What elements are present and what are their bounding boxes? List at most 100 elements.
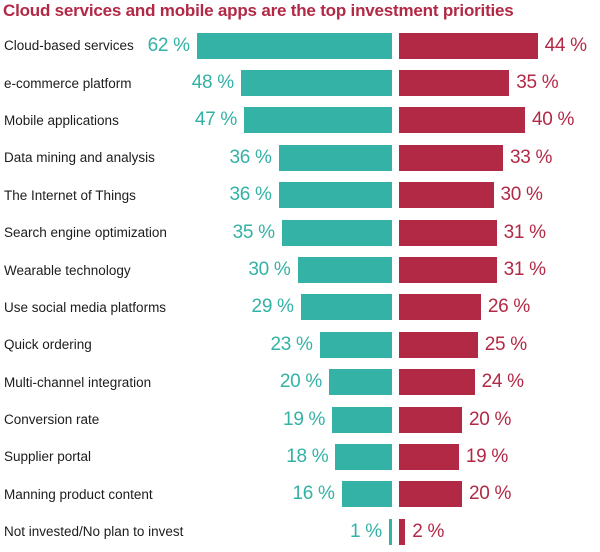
left-bar xyxy=(243,107,392,134)
left-value-label: 47 % xyxy=(194,109,237,131)
chart-row: e-commerce platform 48 % 35 % xyxy=(0,64,600,101)
category-label: Search engine optimization xyxy=(4,225,167,241)
right-bar xyxy=(399,294,481,321)
right-zone: 26 % xyxy=(399,294,530,321)
chart-row: The Internet of Things 36 % 30 % xyxy=(0,177,600,214)
right-value-label: 40 % xyxy=(532,109,575,131)
chart-row: Search engine optimization 35 % 31 % xyxy=(0,214,600,251)
chart-row: Supplier portal 18 % 19 % xyxy=(0,438,600,475)
right-bar xyxy=(399,70,510,97)
right-value-label: 25 % xyxy=(484,333,527,355)
right-zone: 40 % xyxy=(399,107,575,134)
right-bar xyxy=(399,443,459,470)
chart-row: Manning product content 16 % 20 % xyxy=(0,476,600,513)
category-label: Multi-channel integration xyxy=(4,374,152,390)
right-value-label: 24 % xyxy=(481,371,524,393)
category-label: Manning product content xyxy=(4,486,153,502)
right-bar xyxy=(399,182,494,209)
chart-row: Mobile applications 47 % 40 % xyxy=(0,102,600,139)
left-zone: Mobile applications 47 % xyxy=(0,107,392,134)
left-zone: Data mining and analysis 36 % xyxy=(0,144,392,171)
left-bar xyxy=(278,144,392,171)
left-value-label: 23 % xyxy=(270,333,313,355)
left-value-label: 30 % xyxy=(248,259,291,281)
left-value-label: 18 % xyxy=(286,445,329,467)
left-value-label: 19 % xyxy=(283,408,326,430)
left-zone: Cloud-based services 62 % xyxy=(0,32,392,59)
category-label: e-commerce platform xyxy=(4,75,132,91)
right-value-label: 20 % xyxy=(469,483,512,505)
left-zone: Manning product content 16 % xyxy=(0,481,392,508)
chart-row: Data mining and analysis 36 % 33 % xyxy=(0,139,600,176)
right-value-label: 2 % xyxy=(412,520,445,542)
right-bar xyxy=(399,257,497,284)
left-value-label: 36 % xyxy=(229,184,272,206)
left-zone: Supplier portal 18 % xyxy=(0,443,392,470)
right-value-label: 31 % xyxy=(503,221,546,243)
right-value-label: 35 % xyxy=(516,72,559,94)
left-bar xyxy=(341,481,392,508)
category-label: Not invested/No plan to invest xyxy=(4,524,184,540)
chart-row: Quick ordering 23 % 25 % xyxy=(0,326,600,363)
right-bar xyxy=(399,518,406,545)
right-bar xyxy=(399,32,538,59)
left-bar xyxy=(335,443,392,470)
right-zone: 31 % xyxy=(399,257,546,284)
left-zone: Wearable technology 30 % xyxy=(0,257,392,284)
right-bar xyxy=(399,219,497,246)
left-bar xyxy=(388,518,392,545)
category-label: Cloud-based services xyxy=(4,38,134,54)
left-zone: Multi-channel integration 20 % xyxy=(0,369,392,396)
chart-title: Cloud services and mobile apps are the t… xyxy=(3,1,514,20)
category-label: Wearable technology xyxy=(4,262,131,278)
right-zone: 2 % xyxy=(399,518,445,545)
left-zone: Conversion rate 19 % xyxy=(0,406,392,433)
category-label: Supplier portal xyxy=(4,449,92,465)
right-value-label: 33 % xyxy=(509,146,553,168)
left-bar xyxy=(319,331,392,358)
right-bar xyxy=(399,481,462,508)
right-value-label: 31 % xyxy=(503,259,546,281)
category-label: Quick ordering xyxy=(4,337,92,353)
left-zone: e-commerce platform 48 % xyxy=(0,70,392,97)
left-bar xyxy=(297,257,392,284)
right-zone: 30 % xyxy=(399,182,543,209)
right-zone: 31 % xyxy=(399,219,546,246)
left-bar xyxy=(278,182,392,209)
right-value-label: 20 % xyxy=(469,408,512,430)
chart-row: Conversion rate 19 % 20 % xyxy=(0,401,600,438)
left-value-label: 29 % xyxy=(251,296,294,318)
left-value-label: 1 % xyxy=(350,520,382,542)
right-value-label: 19 % xyxy=(465,445,508,467)
category-label: The Internet of Things xyxy=(4,187,136,203)
right-bar xyxy=(399,369,475,396)
chart-row: Cloud-based services 62 % 44 % xyxy=(0,27,600,64)
right-bar xyxy=(399,107,525,134)
category-label: Data mining and analysis xyxy=(4,150,155,166)
category-label: Mobile applications xyxy=(4,112,119,128)
left-bar xyxy=(196,32,392,59)
category-label: Conversion rate xyxy=(4,412,100,428)
left-bar xyxy=(240,70,392,97)
right-bar xyxy=(399,406,462,433)
right-bar xyxy=(399,144,503,171)
right-zone: 35 % xyxy=(399,70,559,97)
left-value-label: 36 % xyxy=(229,146,272,168)
right-zone: 19 % xyxy=(399,443,508,470)
right-bar xyxy=(399,331,478,358)
category-label: Use social media platforms xyxy=(4,299,167,315)
left-zone: Quick ordering 23 % xyxy=(0,331,392,358)
left-value-label: 48 % xyxy=(191,72,234,94)
right-value-label: 26 % xyxy=(487,296,530,318)
chart-row: Multi-channel integration 20 % 24 % xyxy=(0,364,600,401)
left-zone: Not invested/No plan to invest 1 % xyxy=(0,518,392,545)
right-zone: 44 % xyxy=(399,32,587,59)
left-zone: Use social media platforms 29 % xyxy=(0,294,392,321)
left-bar xyxy=(300,294,392,321)
left-value-label: 20 % xyxy=(279,371,322,393)
left-value-label: 35 % xyxy=(232,221,275,243)
right-zone: 20 % xyxy=(399,481,512,508)
right-zone: 25 % xyxy=(399,331,527,358)
chart-row: Use social media platforms 29 % 26 % xyxy=(0,289,600,326)
